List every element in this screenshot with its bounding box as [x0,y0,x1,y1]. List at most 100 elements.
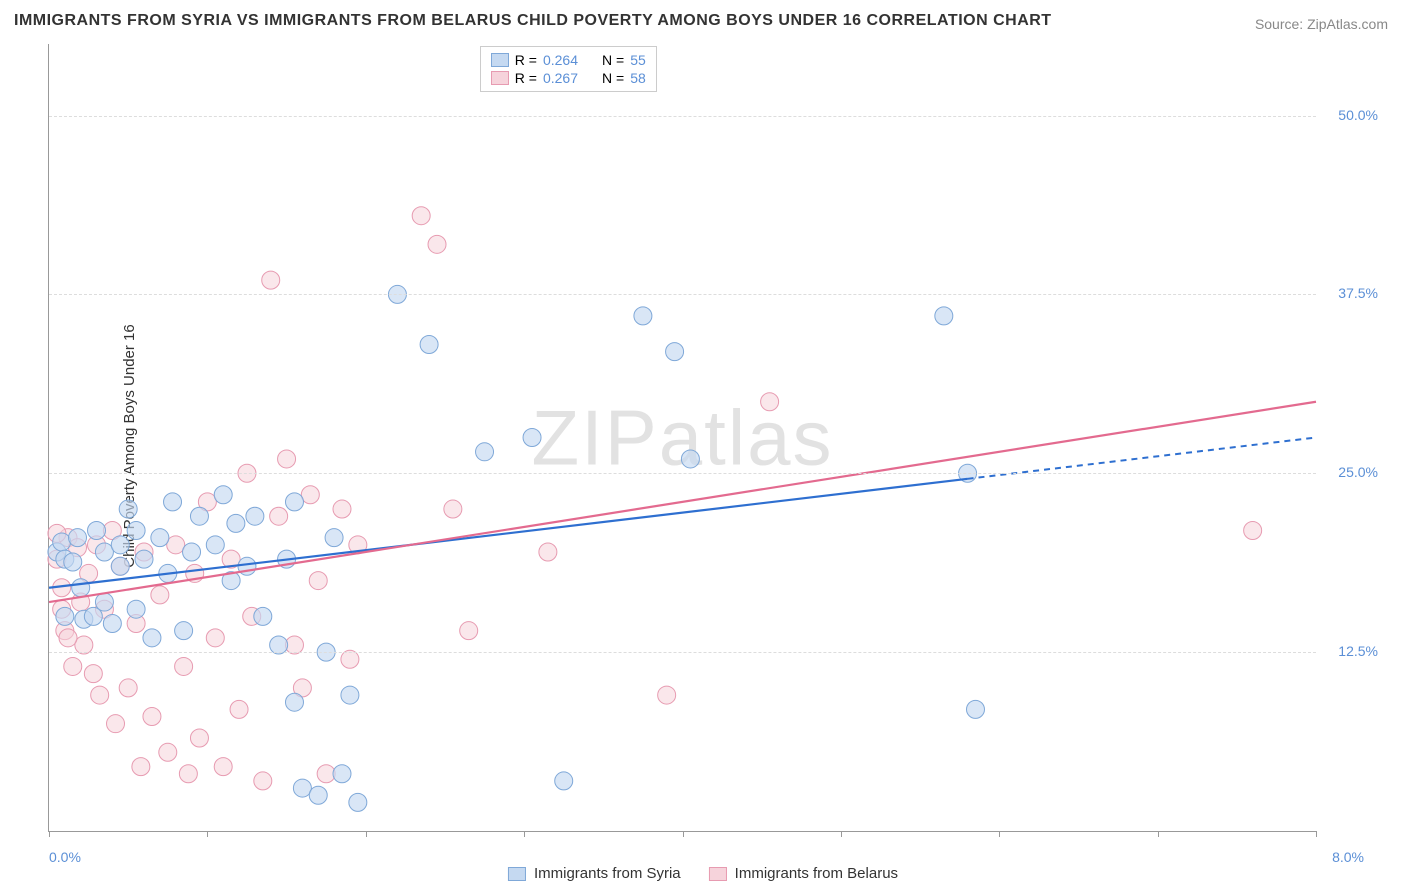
scatter-point [175,622,193,640]
x-tick [683,831,684,837]
scatter-point [175,657,193,675]
scatter-point [278,450,296,468]
trend-line [49,479,968,588]
scatter-point [164,493,182,511]
legend-item: Immigrants from Syria [508,865,681,882]
legend-swatch [491,53,509,67]
scatter-point [190,729,208,747]
y-tick-label: 25.0% [1338,464,1378,480]
scatter-point [325,529,343,547]
legend-label: Immigrants from Belarus [735,865,898,882]
scatter-point [111,557,129,575]
scatter-point [179,765,197,783]
scatter-point [159,743,177,761]
legend-swatch [508,867,526,881]
scatter-point [412,207,430,225]
scatter-point [95,543,113,561]
scatter-point [103,615,121,633]
x-tick [524,831,525,837]
scatter-point [254,607,272,625]
x-tick-label: 0.0% [49,849,81,865]
scatter-point [539,543,557,561]
legend-n-label: N = [602,52,624,68]
scatter-point [59,629,77,647]
scatter-point [333,500,351,518]
x-tick [49,831,50,837]
scatter-point [476,443,494,461]
scatter-svg [49,44,1316,831]
x-tick [1158,831,1159,837]
gridline [49,652,1316,653]
scatter-point [143,708,161,726]
scatter-point [333,765,351,783]
scatter-point [634,307,652,325]
scatter-point [183,543,201,561]
scatter-point [658,686,676,704]
scatter-point [119,679,137,697]
x-tick [999,831,1000,837]
scatter-point [270,507,288,525]
x-tick [366,831,367,837]
legend-r-value: 0.264 [543,52,578,68]
scatter-point [135,550,153,568]
scatter-point [190,507,208,525]
scatter-point [285,493,303,511]
legend-n-value: 55 [630,52,646,68]
scatter-point [761,393,779,411]
x-tick [207,831,208,837]
scatter-point [84,665,102,683]
legend-swatch [491,71,509,85]
scatter-point [127,522,145,540]
scatter-point [88,522,106,540]
scatter-point [666,343,684,361]
scatter-point [262,271,280,289]
scatter-point [317,765,335,783]
scatter-point [349,793,367,811]
gridline [49,473,1316,474]
scatter-point [214,486,232,504]
legend-r-label: R = [515,70,537,86]
scatter-point [214,758,232,776]
scatter-point [227,514,245,532]
scatter-point [460,622,478,640]
scatter-point [420,335,438,353]
y-tick-label: 37.5% [1338,285,1378,301]
x-tick [841,831,842,837]
scatter-point [309,572,327,590]
scatter-point [681,450,699,468]
scatter-point [206,536,224,554]
legend-n-value: 58 [630,70,646,86]
legend-n-label: N = [602,70,624,86]
scatter-point [293,779,311,797]
scatter-point [64,553,82,571]
scatter-point [309,786,327,804]
scatter-point [167,536,185,554]
scatter-point [341,686,359,704]
scatter-point [555,772,573,790]
scatter-point [301,486,319,504]
scatter-point [206,629,224,647]
scatter-point [53,533,71,551]
scatter-point [966,700,984,718]
chart-title: IMMIGRANTS FROM SYRIA VS IMMIGRANTS FROM… [14,12,1052,30]
legend-r-value: 0.267 [543,70,578,86]
scatter-point [523,429,541,447]
scatter-point [91,686,109,704]
scatter-point [444,500,462,518]
gridline [49,116,1316,117]
y-tick-label: 12.5% [1338,643,1378,659]
legend-r-label: R = [515,52,537,68]
scatter-point [132,758,150,776]
scatter-point [119,500,137,518]
scatter-point [95,593,113,611]
scatter-point [107,715,125,733]
y-tick-label: 50.0% [1338,107,1378,123]
scatter-point [69,529,87,547]
legend-row: R = 0.264 N = 55 [491,51,646,69]
series-legend: Immigrants from Syria Immigrants from Bel… [508,865,898,882]
legend-label: Immigrants from Syria [534,865,681,882]
gridline [49,294,1316,295]
legend-item: Immigrants from Belarus [709,865,898,882]
scatter-point [111,536,129,554]
x-tick-label: 8.0% [1332,849,1364,865]
